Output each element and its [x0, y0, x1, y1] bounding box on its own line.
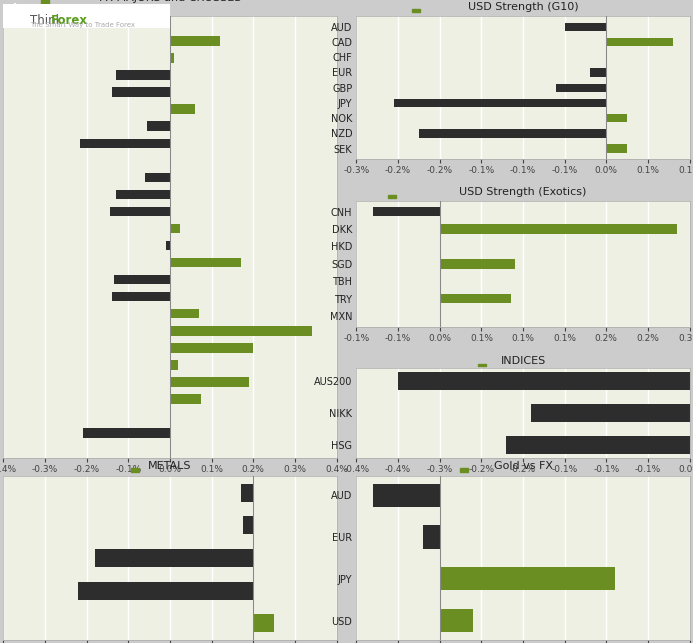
Bar: [166, 241, 170, 250]
Bar: [170, 224, 180, 233]
Bar: [373, 207, 440, 217]
Bar: [423, 525, 440, 548]
Bar: [170, 53, 174, 62]
FancyBboxPatch shape: [131, 468, 139, 472]
Bar: [95, 549, 253, 567]
Bar: [243, 516, 253, 534]
Text: INDICES: INDICES: [500, 356, 545, 366]
Bar: [147, 122, 170, 131]
Bar: [116, 70, 170, 80]
Bar: [253, 614, 274, 632]
Bar: [440, 224, 677, 234]
Bar: [507, 437, 690, 454]
Text: USD Strength (G10): USD Strength (G10): [468, 2, 579, 12]
Text: Think: Think: [30, 14, 62, 27]
FancyBboxPatch shape: [459, 468, 468, 472]
Bar: [373, 484, 440, 507]
Bar: [170, 258, 240, 267]
Text: Gold vs FX: Gold vs FX: [493, 461, 552, 471]
Bar: [170, 394, 201, 404]
Text: FX MAJORS and CROSSES: FX MAJORS and CROSSES: [99, 0, 241, 3]
FancyBboxPatch shape: [412, 9, 420, 12]
Bar: [170, 309, 199, 318]
Text: USD Strength (Exotics): USD Strength (Exotics): [459, 187, 587, 197]
Bar: [532, 404, 690, 422]
Bar: [606, 38, 673, 46]
Bar: [440, 259, 515, 269]
Bar: [170, 377, 249, 386]
Bar: [82, 428, 170, 438]
Bar: [112, 87, 170, 96]
Bar: [394, 99, 606, 107]
Text: Forex: Forex: [51, 14, 87, 27]
Bar: [145, 172, 170, 182]
Bar: [606, 145, 627, 153]
Bar: [80, 138, 170, 148]
Bar: [78, 582, 253, 600]
Bar: [114, 275, 170, 284]
Text: The Smart Way to Trade Forex: The Smart Way to Trade Forex: [30, 22, 135, 28]
Bar: [606, 114, 627, 122]
Bar: [170, 104, 195, 114]
FancyBboxPatch shape: [41, 0, 49, 5]
Text: i: i: [13, 3, 17, 16]
Bar: [170, 36, 220, 46]
Bar: [565, 23, 606, 31]
Bar: [170, 326, 312, 336]
Bar: [170, 343, 253, 352]
Bar: [419, 129, 606, 138]
Bar: [240, 484, 253, 502]
Bar: [170, 360, 178, 370]
Bar: [440, 294, 511, 303]
Bar: [440, 610, 473, 632]
FancyBboxPatch shape: [388, 195, 396, 198]
Circle shape: [8, 10, 22, 23]
Circle shape: [10, 12, 20, 21]
Text: METALS: METALS: [148, 461, 192, 471]
Bar: [440, 567, 615, 590]
Bar: [112, 292, 170, 302]
Circle shape: [6, 6, 25, 26]
Bar: [590, 68, 606, 77]
Bar: [109, 207, 170, 216]
Bar: [556, 84, 606, 92]
FancyBboxPatch shape: [477, 364, 486, 366]
Bar: [398, 372, 690, 390]
Bar: [116, 190, 170, 199]
